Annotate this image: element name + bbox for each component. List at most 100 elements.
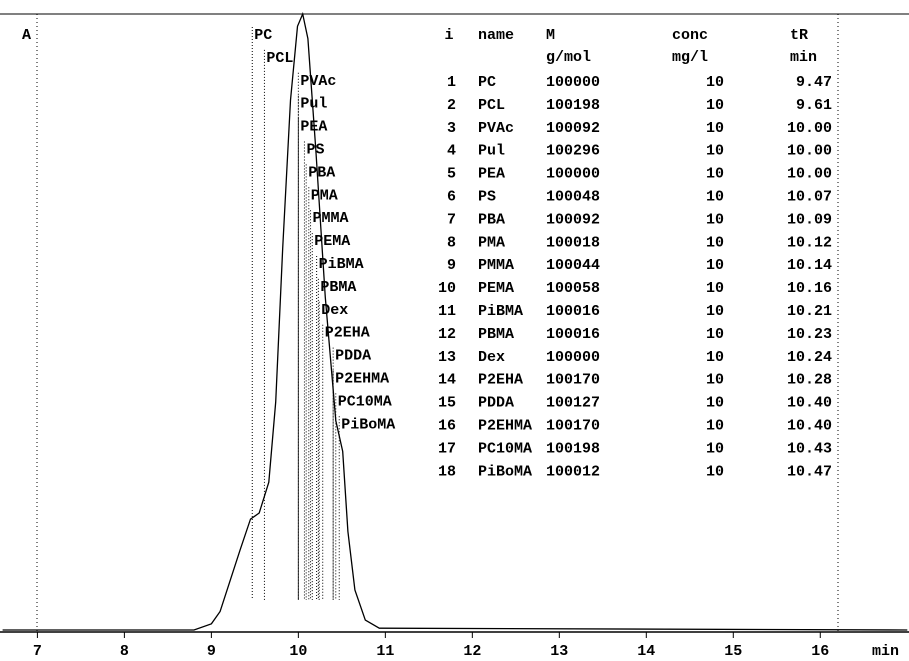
table-cell: Pul xyxy=(478,143,505,160)
table-cell: PC xyxy=(478,74,496,91)
table-cell: 10.16 xyxy=(787,280,832,297)
table-cell: 10.40 xyxy=(787,395,832,412)
table-cell: 10 xyxy=(706,143,724,160)
x-tick-label: 11 xyxy=(376,643,394,660)
table-cell: 10 xyxy=(706,326,724,343)
table-cell: 100000 xyxy=(546,349,600,366)
table-cell: 100016 xyxy=(546,326,600,343)
x-tick-label: 12 xyxy=(463,643,481,660)
table-cell: 100000 xyxy=(546,166,600,183)
x-tick-label: 9 xyxy=(207,643,216,660)
table-cell: 13 xyxy=(438,349,456,366)
column-title: name xyxy=(478,27,514,44)
table-cell: 10 xyxy=(706,417,724,434)
table-cell: 100127 xyxy=(546,395,600,412)
peak-label: PS xyxy=(306,141,324,158)
y-label: A xyxy=(22,27,31,44)
table-cell: PiBMA xyxy=(478,303,523,320)
table-cell: 14 xyxy=(438,372,456,389)
table-cell: 10 xyxy=(706,188,724,205)
table-cell: 10 xyxy=(438,280,456,297)
table-cell: 10.14 xyxy=(787,257,832,274)
peak-label: PMMA xyxy=(313,210,349,227)
table-cell: 1 xyxy=(447,74,456,91)
peak-label: PiBoMA xyxy=(341,416,395,433)
x-tick-label: 14 xyxy=(637,643,655,660)
column-title: conc xyxy=(672,27,708,44)
table-cell: PBA xyxy=(478,211,505,228)
peak-label: P2EHA xyxy=(325,325,370,342)
peak-label: PC xyxy=(254,27,272,44)
signal-trace xyxy=(2,11,908,631)
table-cell: 10.00 xyxy=(787,166,832,183)
table-cell: 12 xyxy=(438,326,456,343)
table-cell: 100000 xyxy=(546,74,600,91)
table-cell: 10 xyxy=(706,97,724,114)
table-cell: P2EHA xyxy=(478,372,523,389)
table-cell: 10.43 xyxy=(787,440,832,457)
table-cell: 10.12 xyxy=(787,234,832,251)
peak-label: PEA xyxy=(300,119,327,136)
column-unit: mg/l xyxy=(672,49,708,66)
peak-label: PBA xyxy=(308,164,335,181)
column-title: i xyxy=(444,27,453,44)
table-cell: 10.23 xyxy=(787,326,832,343)
table-cell: 10 xyxy=(706,234,724,251)
peak-label: PEMA xyxy=(314,233,350,250)
table-cell: 8 xyxy=(447,234,456,251)
table-cell: 10.07 xyxy=(787,188,832,205)
table-cell: 100044 xyxy=(546,257,600,274)
table-cell: 100018 xyxy=(546,234,600,251)
table-cell: 10 xyxy=(706,120,724,137)
peak-label: Dex xyxy=(321,302,348,319)
table-cell: PS xyxy=(478,188,496,205)
table-cell: PEMA xyxy=(478,280,514,297)
table-cell: 100170 xyxy=(546,372,600,389)
peak-label: Pul xyxy=(300,96,327,113)
peak-label: PCL xyxy=(266,50,293,67)
table-cell: 10 xyxy=(706,440,724,457)
table-cell: 100092 xyxy=(546,211,600,228)
peak-label: PMA xyxy=(311,187,338,204)
table-cell: 10 xyxy=(706,166,724,183)
table-cell: 10 xyxy=(706,211,724,228)
table-cell: 9.47 xyxy=(796,74,832,91)
table-cell: PMMA xyxy=(478,257,514,274)
table-cell: 10.47 xyxy=(787,463,832,480)
table-cell: PBMA xyxy=(478,326,514,343)
table-cell: 4 xyxy=(447,143,456,160)
table-cell: 18 xyxy=(438,463,456,480)
x-tick-label: 16 xyxy=(811,643,829,660)
table-cell: 10 xyxy=(706,303,724,320)
table-cell: PC10MA xyxy=(478,440,532,457)
peak-label: PDDA xyxy=(335,348,371,365)
table-cell: P2EHMA xyxy=(478,417,532,434)
table-cell: 10.00 xyxy=(787,120,832,137)
table-cell: 10 xyxy=(706,257,724,274)
table-cell: 10 xyxy=(706,395,724,412)
table-cell: 7 xyxy=(447,211,456,228)
table-cell: 10 xyxy=(706,349,724,366)
table-cell: 100170 xyxy=(546,417,600,434)
table-cell: 10.24 xyxy=(787,349,832,366)
table-cell: 11 xyxy=(438,303,456,320)
table-cell: 100296 xyxy=(546,143,600,160)
table-cell: 9.61 xyxy=(796,97,832,114)
table-cell: 100048 xyxy=(546,188,600,205)
table-cell: 10.00 xyxy=(787,143,832,160)
table-cell: 10.09 xyxy=(787,211,832,228)
x-tick-label: 8 xyxy=(120,643,129,660)
table-cell: 100012 xyxy=(546,463,600,480)
table-cell: 100058 xyxy=(546,280,600,297)
table-cell: PVAc xyxy=(478,120,514,137)
table-cell: Dex xyxy=(478,349,505,366)
x-tick-label: 10 xyxy=(289,643,307,660)
table-cell: 100092 xyxy=(546,120,600,137)
table-cell: 10 xyxy=(706,74,724,91)
table-cell: 10.28 xyxy=(787,372,832,389)
table-cell: 6 xyxy=(447,188,456,205)
peak-label: P2EHMA xyxy=(335,370,389,387)
table-cell: 100198 xyxy=(546,97,600,114)
peak-label: PVAc xyxy=(300,73,336,90)
